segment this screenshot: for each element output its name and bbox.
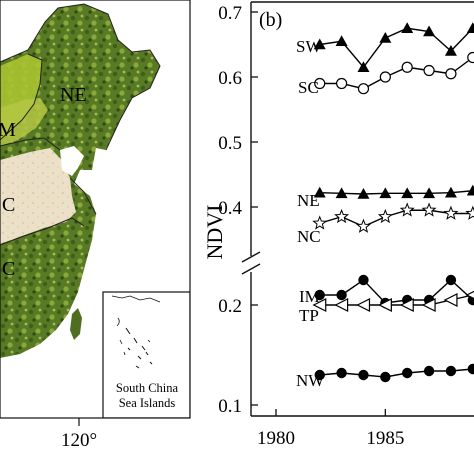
y-tick-label: 0.1	[218, 396, 242, 417]
series-point-NC	[377, 208, 393, 224]
series-point-SC	[379, 71, 391, 83]
series-point-TP	[312, 298, 327, 312]
y-tick-label: 0.2	[218, 296, 242, 317]
y-axis-label: NDVI	[202, 205, 227, 260]
series-point-SC	[357, 83, 370, 95]
series-point-NW	[314, 369, 325, 381]
series-point-TP	[443, 293, 458, 307]
series-point-NW	[423, 365, 435, 377]
series-point-NW	[445, 365, 457, 377]
series-point-TP	[377, 298, 392, 312]
series-point-NC	[443, 205, 459, 220]
inset-label-line1: South China	[116, 381, 179, 395]
land-desert	[0, 148, 76, 244]
series-line-NE	[319, 190, 473, 195]
series-point-SC	[467, 51, 474, 64]
series-point-NC	[421, 202, 437, 217]
series-point-SC	[423, 64, 435, 77]
series-label-NE: NE	[297, 191, 320, 210]
series-point-NC	[355, 218, 371, 233]
series-point-NE	[313, 186, 326, 198]
series-point-NC	[334, 208, 350, 224]
land-vegetation	[0, 4, 160, 358]
region-IM-lower	[0, 98, 48, 146]
inset-south-china-sea: South China Sea Islands	[102, 291, 190, 418]
series-label-SC: SC	[298, 78, 319, 97]
series-point-NE	[423, 187, 436, 199]
series-label-SW: SW	[296, 37, 322, 56]
series-point-NE	[357, 188, 370, 199]
map-label-IM: M	[0, 119, 16, 141]
series-point-SW	[444, 45, 457, 56]
series-point-IM	[358, 274, 369, 286]
y-tick-label: 0.5	[218, 133, 242, 154]
taiwan-island	[70, 308, 82, 340]
series-point-IM	[445, 274, 457, 286]
series-label-TP: TP	[299, 306, 319, 325]
series-point-TP	[334, 298, 349, 312]
series-point-NW	[467, 363, 474, 375]
map-frame	[0, 0, 191, 419]
series-point-NE	[466, 184, 474, 196]
series-point-NE	[401, 187, 414, 199]
series-point-NW	[380, 371, 391, 383]
y-tick-label: 0.6	[218, 68, 242, 89]
series-point-TP	[399, 298, 414, 312]
series-point-SW	[379, 32, 392, 43]
map-longitude-label: 120°	[61, 430, 97, 451]
series-point-NC	[465, 205, 474, 220]
series-point-TP	[421, 298, 436, 312]
series-point-SW	[466, 22, 474, 34]
series-point-TP	[465, 290, 474, 300]
series-point-NE	[335, 187, 348, 199]
axis-break-mark-2	[241, 263, 261, 275]
ndvi-chart: 0.70.60.50.40.20.11980198519NDVI(b)SWSCN…	[202, 1, 474, 449]
series-label-NC: NC	[297, 227, 321, 246]
map-label-NE: NE	[60, 84, 87, 106]
map-panel: NE M C C South China Sea Islands	[0, 0, 190, 418]
series-point-SW	[313, 38, 326, 50]
series-point-NE	[444, 186, 457, 198]
series-point-IM	[314, 289, 325, 301]
series-point-NC	[399, 202, 415, 217]
series-point-NW	[402, 367, 413, 379]
axis-break-mark-1	[241, 251, 261, 263]
series-point-SW	[357, 61, 370, 73]
map-label-SC: C	[2, 258, 15, 280]
x-tick-label: 1980	[257, 428, 295, 449]
series-point-SC	[445, 68, 457, 80]
series-point-SC	[314, 77, 326, 90]
y-tick-label: 0.7	[218, 3, 242, 24]
series-point-NW	[336, 367, 347, 379]
series-point-NW	[358, 369, 369, 381]
series-point-TP	[356, 298, 371, 312]
series-point-SW	[401, 22, 414, 34]
series-point-IM	[336, 289, 347, 301]
inset-label-line2: Sea Islands	[119, 396, 176, 410]
map-label-NC: C	[2, 194, 15, 216]
series-point-NE	[379, 187, 392, 199]
x-tick-label: 1985	[366, 428, 404, 449]
series-point-SW	[335, 35, 348, 47]
series-label-IM: IM	[299, 287, 320, 306]
series-point-SW	[423, 25, 436, 37]
series-label-NW: NW	[296, 371, 325, 390]
y-tick-label: 0.4	[218, 198, 242, 219]
series-point-SC	[336, 77, 348, 90]
series-point-NC	[312, 215, 328, 230]
region-boundaries	[0, 3, 161, 246]
panel-label: (b)	[259, 9, 282, 31]
sea-bay	[60, 146, 84, 176]
series-point-SC	[401, 61, 413, 73]
